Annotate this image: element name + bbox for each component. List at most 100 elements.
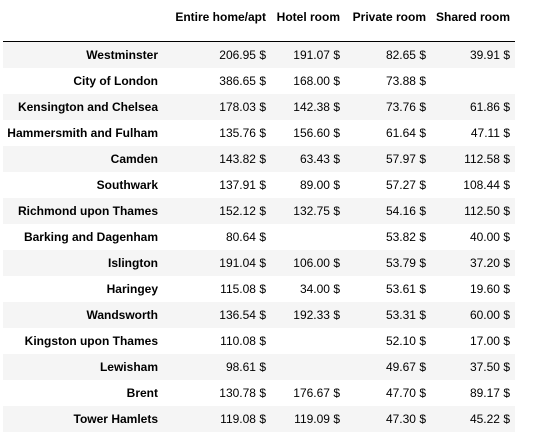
cell-hotel-room: 156.60 $: [293, 125, 340, 140]
cell-private-room: 57.97 $: [385, 151, 426, 166]
table-row: Haringey 115.08 $ 34.00 $ 53.61 $ 19.60 $: [3, 276, 515, 302]
table-row: Richmond upon Thames 152.12 $ 132.75 $ 54.1…: [3, 197, 515, 224]
cell-hotel-room: 34.00 $: [299, 281, 340, 296]
table-row: Westminster 206.95 $ 191.07 $ 82.65 $ 39.91 …: [3, 41, 515, 68]
cell-entire-home: 206.95 $: [219, 47, 266, 62]
index-spacer-cell: [345, 31, 431, 42]
index-spacer-cell: [271, 31, 345, 42]
table-body: Westminster 206.95 $ 191.07 $ 82.65 $ 39.91 …: [3, 41, 515, 432]
row-label-borough: Richmond upon Thames: [17, 203, 158, 218]
cell-shared-room: 60.00 $: [469, 307, 510, 322]
cell-private-room: 61.64 $: [385, 125, 426, 140]
table-row: Barking and Dagenham 80.64 $ 53.82 $ 40.00 …: [3, 224, 515, 250]
cell-entire-home: 152.12 $: [219, 203, 266, 218]
column-header-hotel-room: Hotel room: [276, 10, 340, 24]
cell-entire-home: 386.65 $: [219, 73, 266, 88]
table-row: Tower Hamlets 119.08 $ 119.09 $ 47.30 $ 45.2…: [3, 405, 515, 432]
table-row: Islington 191.04 $ 106.00 $ 53.79 $ 37.20 $: [3, 249, 515, 276]
cell-hotel-room: 89.00 $: [299, 177, 340, 192]
cell-shared-room: 19.60 $: [469, 281, 510, 296]
cell-shared-room: 17.00 $: [469, 333, 510, 348]
cell-private-room: 53.79 $: [385, 255, 426, 270]
row-label-borough: Lewisham: [99, 359, 158, 374]
cell-private-room: 57.27 $: [385, 177, 426, 192]
row-label-borough: Westminster: [86, 47, 158, 62]
cell-entire-home: 98.61 $: [225, 359, 266, 374]
cell-hotel-room: 132.75 $: [293, 203, 340, 218]
cell-entire-home: 178.03 $: [219, 99, 266, 114]
index-spacer-cell: [431, 31, 515, 42]
cell-hotel-room: 119.09 $: [294, 411, 340, 426]
cell-entire-home: 137.91 $: [219, 177, 266, 192]
table-row: Kingston upon Thames 110.08 $ 52.10 $ 17.00…: [3, 328, 515, 354]
cell-entire-home: 136.54 $: [219, 307, 266, 322]
cell-private-room: 53.61 $: [385, 281, 426, 296]
cell-entire-home: 115.08 $: [220, 281, 266, 296]
row-label-borough: Camden: [110, 151, 158, 166]
cell-entire-home: 130.78 $: [219, 385, 266, 400]
table-row: Kensington and Chelsea 178.03 $ 142.38 $ 73…: [3, 93, 515, 120]
row-label-borough: City of London: [73, 73, 158, 88]
cell-private-room: 82.65 $: [385, 47, 426, 62]
cell-hotel-room: 176.67 $: [293, 385, 340, 400]
row-label-borough: Southwark: [96, 177, 158, 192]
cell-private-room: 54.16 $: [385, 203, 426, 218]
row-label-borough: Kingston upon Thames: [24, 333, 158, 348]
table-row: City of London 386.65 $ 168.00 $ 73.88 $: [3, 68, 515, 94]
cell-hotel-room: [271, 224, 345, 250]
cell-shared-room: 108.44 $: [463, 177, 510, 192]
cell-shared-room: 112.50 $: [464, 203, 510, 218]
column-header-private-room: Private room: [352, 10, 426, 24]
table-header: Entire home/apt Hotel room Private room …: [3, 3, 515, 42]
row-label-borough: Kensington and Chelsea: [17, 99, 158, 114]
index-name-cell: [3, 31, 163, 42]
table-row: Camden 143.82 $ 63.43 $ 57.97 $ 112.58 $: [3, 145, 515, 172]
table-row: Brent 130.78 $ 176.67 $ 47.70 $ 89.17 $: [3, 380, 515, 406]
price-table-container: Entire home/apt Hotel room Private room …: [3, 3, 515, 432]
index-spacer-cell: [163, 31, 271, 42]
column-header-row: Entire home/apt Hotel room Private room …: [3, 3, 515, 31]
cell-shared-room: [431, 68, 515, 94]
index-header-row: [3, 31, 515, 42]
row-label-borough: Barking and Dagenham: [23, 229, 158, 244]
cell-private-room: 53.31 $: [385, 307, 426, 322]
cell-private-room: 53.82 $: [385, 229, 426, 244]
row-label-borough: Haringey: [106, 281, 158, 296]
cell-hotel-room: 63.43 $: [299, 151, 340, 166]
cell-shared-room: 37.20 $: [469, 255, 510, 270]
cell-hotel-room: [271, 328, 345, 354]
column-header-shared-room: Shared room: [435, 10, 510, 24]
cell-entire-home: 110.08 $: [220, 333, 266, 348]
row-label-borough: Wandsworth: [86, 307, 158, 322]
cell-private-room: 47.30 $: [385, 411, 426, 426]
cell-shared-room: 37.50 $: [469, 359, 510, 374]
table-row: Southwark 137.91 $ 89.00 $ 57.27 $ 108.44 $: [3, 172, 515, 198]
cell-shared-room: 45.22 $: [469, 411, 510, 426]
cell-private-room: 73.88 $: [385, 73, 426, 88]
row-label-borough: Brent: [126, 385, 158, 400]
cell-entire-home: 191.04 $: [219, 255, 266, 270]
cell-hotel-room: 192.33 $: [293, 307, 340, 322]
cell-shared-room: 47.11 $: [470, 125, 510, 140]
cell-shared-room: 89.17 $: [469, 385, 510, 400]
cell-hotel-room: 106.00 $: [293, 255, 340, 270]
column-header-entire-home: Entire home/apt: [175, 10, 266, 24]
corner-header-cell: [3, 3, 163, 31]
cell-hotel-room: [271, 354, 345, 380]
price-table: Entire home/apt Hotel room Private room …: [3, 3, 515, 432]
row-label-borough: Hammersmith and Fulham: [7, 125, 158, 140]
cell-shared-room: 112.58 $: [464, 151, 510, 166]
cell-entire-home: 135.76 $: [219, 125, 266, 140]
cell-shared-room: 40.00 $: [469, 229, 510, 244]
cell-entire-home: 119.08 $: [220, 411, 266, 426]
cell-entire-home: 143.82 $: [219, 151, 266, 166]
cell-private-room: 47.70 $: [385, 385, 426, 400]
cell-hotel-room: 191.07 $: [293, 47, 340, 62]
cell-private-room: 52.10 $: [385, 333, 426, 348]
cell-private-room: 49.67 $: [385, 359, 426, 374]
row-label-borough: Tower Hamlets: [73, 411, 158, 426]
cell-shared-room: 39.91 $: [469, 47, 510, 62]
table-row: Wandsworth 136.54 $ 192.33 $ 53.31 $ 60.00 $: [3, 301, 515, 328]
cell-hotel-room: 168.00 $: [293, 73, 340, 88]
row-label-borough: Islington: [108, 255, 158, 270]
